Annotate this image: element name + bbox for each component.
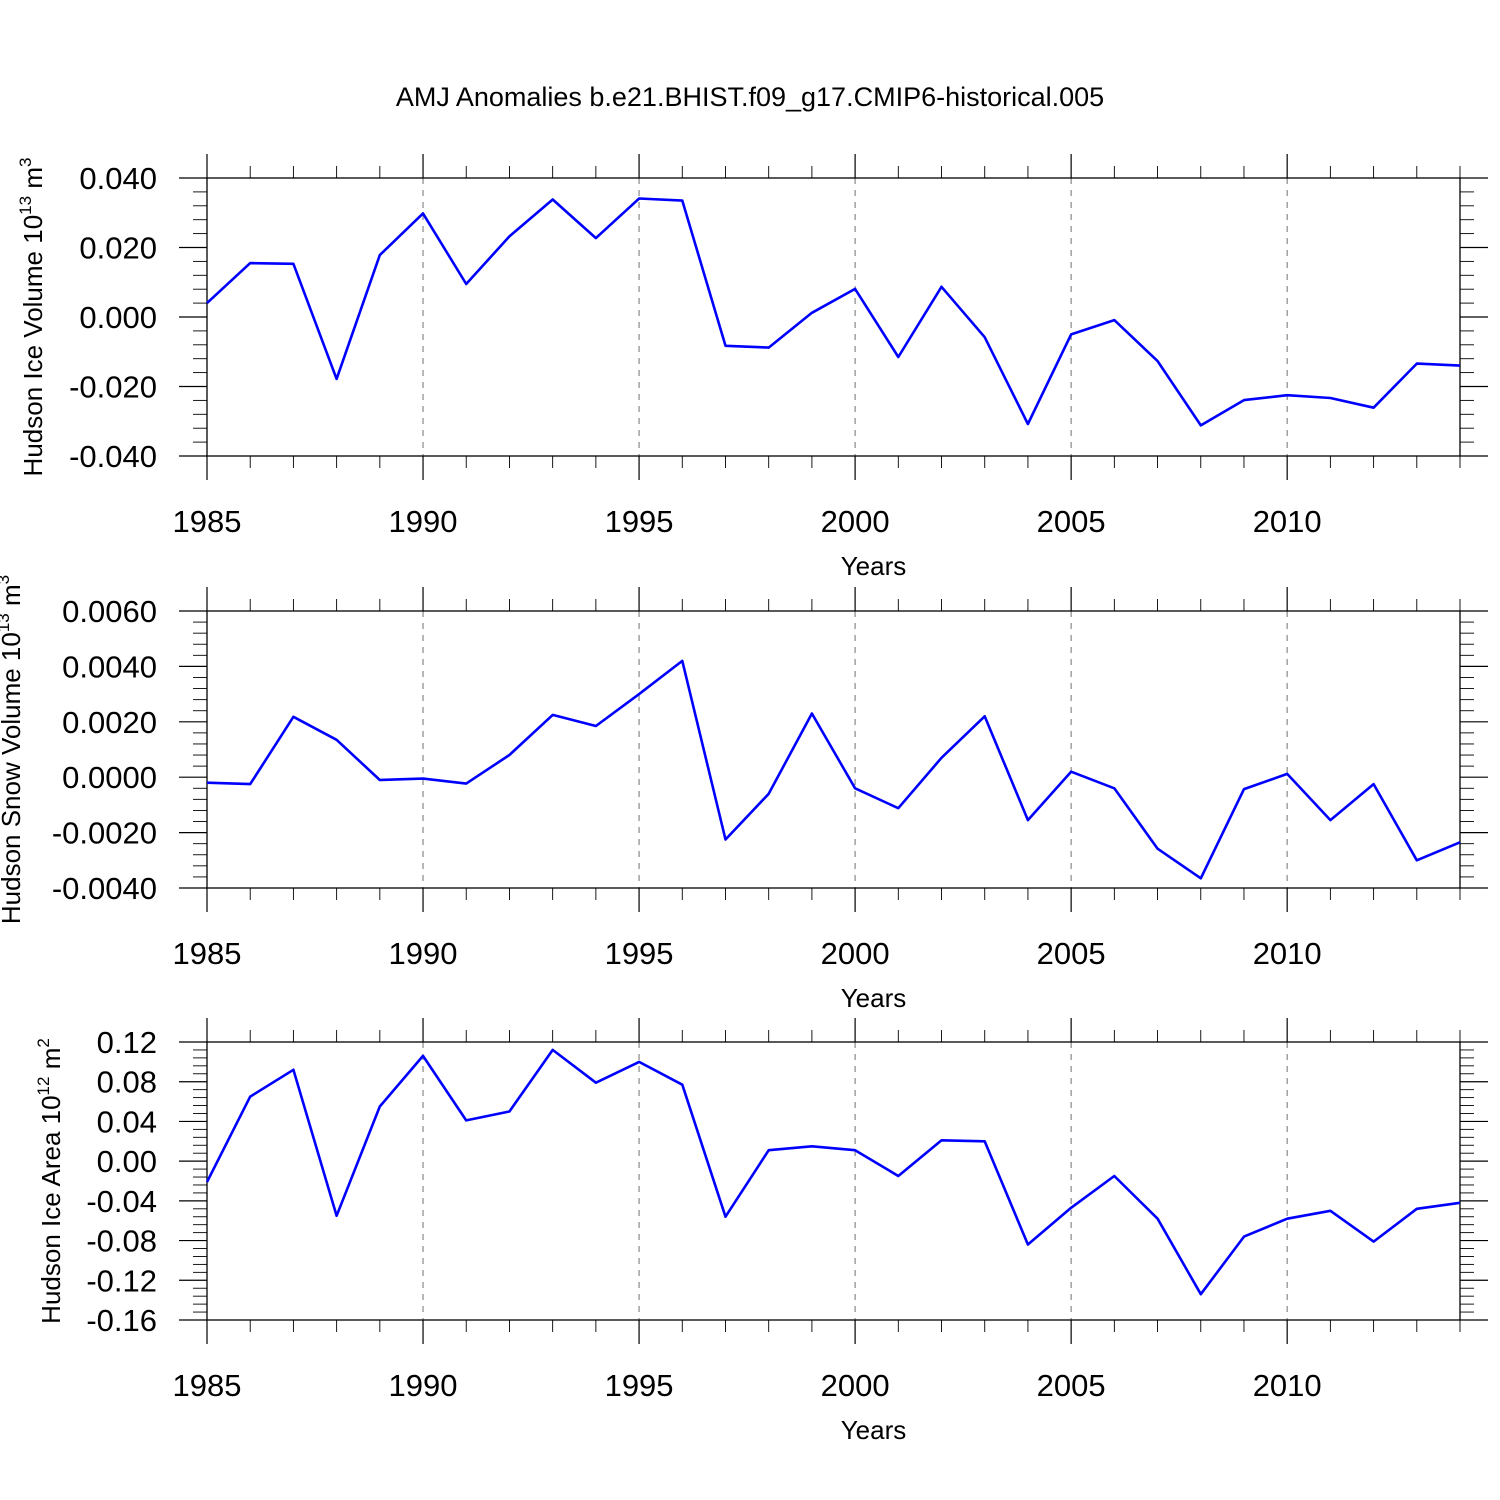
ice-volume-xtick-label: 1990 (389, 504, 458, 539)
snow-volume-ylabel-text: Hudson Snow Volume 10 (0, 632, 26, 924)
snow-volume-x-axis-title: Years (841, 983, 907, 1013)
ice-area-frame (206, 1041, 1461, 1321)
ice-area-xtick-label: 2010 (1253, 1368, 1322, 1403)
ice-area-xtick-label: 1995 (605, 1368, 674, 1403)
chart-panels: 1985 1990 1995 2000 2005 2010 Years -0.040 -0.02… (0, 154, 1488, 1445)
snow-volume-series-line (206, 659, 1461, 880)
ice-volume-ytick-label: -0.020 (69, 370, 157, 405)
snow-volume-xtick-label: 2010 (1253, 936, 1322, 971)
snow-volume-xtick-label: 1995 (605, 936, 674, 971)
snow-volume-xtick-label: 1985 (173, 936, 242, 971)
snow-volume-ylabel-unit: m (0, 584, 26, 613)
ice-volume-ytick-label: 0.020 (79, 231, 157, 266)
ice-volume-ylabel-unit-exponent: 3 (16, 158, 35, 167)
ice-area-ylabel-unit: m (36, 1048, 66, 1077)
snow-volume-ytick-label: 0.0000 (62, 760, 157, 795)
ice-area-xtick-label: 2000 (821, 1368, 890, 1403)
ice-area-ytick-label: -0.08 (86, 1224, 157, 1259)
ice-area-ytick-label: -0.04 (86, 1184, 157, 1219)
snow-volume-ytick-label: 0.0020 (62, 705, 157, 740)
ice-area-ylabel-text: Hudson Ice Area 10 (36, 1095, 66, 1323)
ice-area-xtick-label: 2005 (1037, 1368, 1106, 1403)
ice-area-xtick-label: 1990 (389, 1368, 458, 1403)
ice-volume-xtick-label: 1985 (173, 504, 242, 539)
snow-volume-ylabel-unit-exponent: 3 (0, 575, 13, 584)
snow-volume-xtick-label: 2000 (821, 936, 890, 971)
ice-volume-xtick-label: 1995 (605, 504, 674, 539)
ice-volume-ylabel-exponent: 13 (16, 196, 35, 215)
ice-volume-ytick-label: -0.040 (69, 439, 157, 474)
ice-area-xtick-label: 1985 (173, 1368, 242, 1403)
snow-volume-frame (206, 610, 1461, 889)
ice-area-panel: 1985 1990 1995 2000 2005 2010 Years -0.16 -0.12 -… (34, 1018, 1488, 1445)
snow-volume-ytick-label: -0.0020 (52, 816, 157, 851)
snow-volume-panel: 1985 1990 1995 2000 2005 2010 Years -0.0040 -0.0… (0, 575, 1488, 1013)
ice-volume-ytick-label: 0.000 (79, 300, 157, 335)
ice-area-ylabel-exponent: 12 (34, 1077, 53, 1096)
snow-volume-ytick-label: 0.0060 (62, 594, 157, 629)
ice-area-y-axis-title: Hudson Ice Area 1012 m2 (34, 1038, 66, 1324)
snow-volume-ytick-label: -0.0040 (52, 871, 157, 906)
ice-volume-y-axis-title: Hudson Ice Volume 1013 m3 (16, 158, 48, 477)
ice-area-ytick-label: 0.08 (97, 1065, 157, 1100)
ice-volume-ytick-label: 0.040 (79, 161, 157, 196)
ice-area-x-axis-title: Years (841, 1415, 907, 1445)
ice-area-ytick-label: -0.16 (86, 1303, 157, 1338)
snow-volume-xtick-label: 2005 (1037, 936, 1106, 971)
ice-area-ytick-label: -0.12 (86, 1263, 157, 1298)
ice-volume-xtick-label: 2000 (821, 504, 890, 539)
snow-volume-y-axis-title: Hudson Snow Volume 1013 m3 (0, 575, 26, 924)
ice-area-ytick-label: 0.12 (97, 1025, 157, 1060)
ice-volume-ylabel-unit: m (18, 167, 48, 196)
chart-title: AMJ Anomalies b.e21.BHIST.f09_g17.CMIP6-… (396, 82, 1104, 112)
snow-volume-xtick-label: 1990 (389, 936, 458, 971)
ice-area-ytick-label: 0.00 (97, 1144, 157, 1179)
ice-volume-x-axis-title: Years (841, 551, 907, 581)
snow-volume-ytick-label: 0.0040 (62, 649, 157, 684)
ice-area-ytick-label: 0.04 (97, 1104, 157, 1139)
ice-volume-panel: 1985 1990 1995 2000 2005 2010 Years -0.040 -0.02… (16, 154, 1488, 581)
ice-volume-ylabel-text: Hudson Ice Volume 10 (18, 215, 48, 477)
ice-volume-series-line (206, 197, 1461, 427)
ice-area-ylabel-unit-exponent: 2 (34, 1038, 53, 1047)
ice-area-series-line (205, 1048, 1461, 1296)
snow-volume-ylabel-exponent: 13 (0, 613, 13, 632)
ice-volume-frame (206, 177, 1461, 457)
ice-volume-xtick-label: 2005 (1037, 504, 1106, 539)
ice-volume-xtick-label: 2010 (1253, 504, 1322, 539)
